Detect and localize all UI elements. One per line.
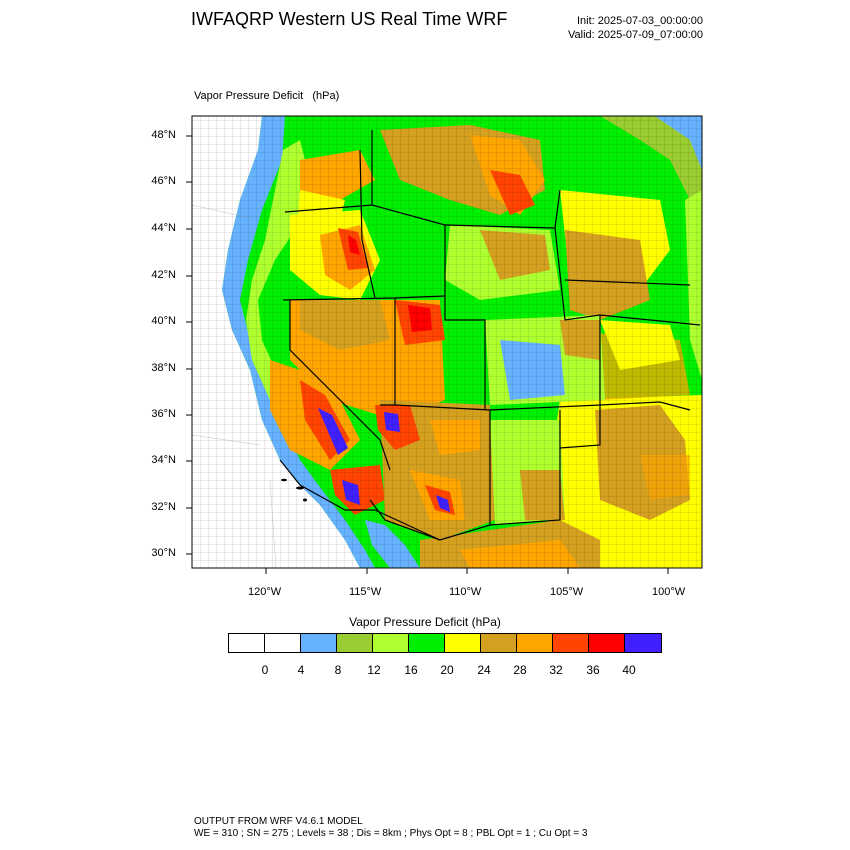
colorbar-box	[553, 634, 589, 652]
colorbar-label: 12	[367, 663, 381, 677]
colorbar-box	[589, 634, 625, 652]
colorbar-label: 20	[440, 663, 454, 677]
lat-label: 36°N	[151, 408, 176, 420]
lat-label: 46°N	[151, 175, 176, 187]
colorbar-label: 36	[586, 663, 600, 677]
lon-label: 120°W	[248, 586, 282, 598]
init-time: Init: 2025-07-03_00:00:00	[577, 15, 703, 27]
colorbar-box	[373, 634, 409, 652]
colorbar-title: Vapor Pressure Deficit (hPa)	[349, 615, 501, 629]
vpd-map	[186, 115, 703, 574]
colorbar-label: 0	[261, 663, 269, 677]
colorbar-label: 28	[513, 663, 527, 677]
colorbar-label: 16	[404, 663, 418, 677]
colorbar-box	[517, 634, 553, 652]
footer-config: WE = 310 ; SN = 275 ; Levels = 38 ; Dis …	[194, 828, 588, 839]
lon-label: 105°W	[550, 586, 584, 598]
map-frame	[191, 115, 703, 569]
lat-label: 34°N	[151, 454, 176, 466]
colorbar-label: 8	[334, 663, 342, 677]
colorbar-box	[481, 634, 517, 652]
colorbar-label: 4	[297, 663, 305, 677]
colorbar-box	[265, 634, 301, 652]
colorbar-label: 40	[622, 663, 636, 677]
colorbar-box	[625, 634, 661, 652]
field-layer	[192, 116, 702, 568]
lat-label: 30°N	[151, 547, 176, 559]
lon-label: 115°W	[349, 586, 382, 598]
lat-label: 42°N	[151, 269, 176, 281]
lat-label: 48°N	[151, 129, 176, 141]
colorbar-box	[445, 634, 481, 652]
valid-time: Valid: 2025-07-09_07:00:00	[568, 29, 703, 41]
page-title: IWFAQRP Western US Real Time WRF	[191, 9, 508, 29]
lon-label: 100°W	[652, 586, 686, 598]
lat-label: 40°N	[151, 315, 176, 327]
colorbar-box	[409, 634, 445, 652]
colorbar-label: 32	[549, 663, 563, 677]
lat-label: 44°N	[151, 222, 176, 234]
time-info: Init: 2025-07-03_00:00:00 Valid: 2025-07…	[568, 14, 703, 42]
colorbar	[228, 633, 662, 653]
colorbar-box	[337, 634, 373, 652]
footer: OUTPUT FROM WRF V4.6.1 MODEL WE = 310 ; …	[194, 816, 587, 840]
colorbar-box	[229, 634, 265, 652]
footer-model: OUTPUT FROM WRF V4.6.1 MODEL	[194, 816, 363, 827]
map-subtitle: Vapor Pressure Deficit (hPa)	[194, 90, 340, 102]
lat-label: 38°N	[151, 362, 176, 374]
colorbar-label: 24	[477, 663, 491, 677]
lon-label: 110°W	[449, 586, 482, 598]
state-boundaries	[279, 130, 701, 541]
islands	[281, 478, 307, 502]
colorbar-box	[301, 634, 337, 652]
lat-label: 32°N	[151, 501, 176, 513]
axis-ticks	[186, 135, 669, 574]
